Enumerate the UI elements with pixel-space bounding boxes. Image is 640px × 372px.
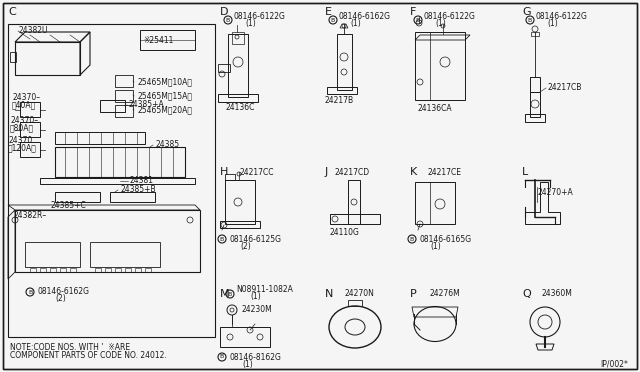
Bar	[8, 24, 215, 337]
Text: 24270+A: 24270+A	[538, 187, 573, 196]
Text: B: B	[528, 17, 532, 22]
Text: (1): (1)	[547, 19, 557, 28]
Bar	[115, 105, 133, 117]
Text: COMPONENT PARTS OF CODE NO. 24012.: COMPONENT PARTS OF CODE NO. 24012.	[10, 350, 167, 359]
Text: B: B	[416, 17, 420, 22]
Text: 24385: 24385	[155, 140, 179, 148]
Text: F: F	[410, 7, 417, 17]
Text: D: D	[220, 7, 228, 17]
Text: N: N	[325, 289, 333, 299]
Text: 〰80A〱: 〰80A〱	[10, 124, 34, 132]
Text: N08911-1082A: N08911-1082A	[236, 285, 293, 295]
Text: 24381: 24381	[130, 176, 154, 185]
Text: 24370–: 24370–	[12, 93, 40, 102]
Text: (1): (1)	[350, 19, 361, 28]
Text: 24385+C: 24385+C	[50, 201, 86, 209]
Text: 24382U: 24382U	[18, 26, 47, 35]
Text: 24217B: 24217B	[325, 96, 354, 105]
Text: IP/002*: IP/002*	[600, 359, 628, 369]
Text: 24385+A: 24385+A	[128, 99, 164, 109]
Text: 24217CD: 24217CD	[335, 167, 370, 176]
Text: G: G	[522, 7, 531, 17]
Text: (1): (1)	[435, 19, 445, 28]
Text: 08146-6162G: 08146-6162G	[339, 12, 391, 20]
Text: 〰120A〱: 〰120A〱	[8, 144, 37, 153]
Text: 08146-6165G: 08146-6165G	[420, 234, 472, 244]
Text: 24360M: 24360M	[542, 289, 573, 298]
Text: 08146-6122G: 08146-6122G	[234, 12, 286, 20]
Text: B: B	[410, 237, 414, 241]
Text: 24385+B: 24385+B	[120, 185, 156, 193]
Text: NOTE:CODE NOS. WITH ’  ※ARE: NOTE:CODE NOS. WITH ’ ※ARE	[10, 343, 130, 352]
Text: B: B	[226, 17, 230, 22]
Text: (2): (2)	[240, 243, 251, 251]
Text: C: C	[8, 7, 16, 17]
Text: 〰40A〱: 〰40A〱	[12, 100, 36, 109]
Bar	[115, 90, 133, 102]
Text: 25465M【10A】: 25465M【10A】	[138, 77, 193, 87]
Text: L: L	[522, 167, 528, 177]
Text: 08146-8162G: 08146-8162G	[230, 353, 282, 362]
Text: 24270N: 24270N	[345, 289, 375, 298]
Text: (1): (1)	[250, 292, 260, 301]
Text: K: K	[410, 167, 417, 177]
Text: 08146-6122G: 08146-6122G	[536, 12, 588, 20]
Text: 24370–: 24370–	[10, 115, 38, 125]
Text: 24217CC: 24217CC	[240, 167, 275, 176]
Text: H: H	[220, 167, 228, 177]
Text: 24217CE: 24217CE	[428, 167, 462, 176]
Text: 08146-6125G: 08146-6125G	[230, 234, 282, 244]
Text: E: E	[325, 7, 332, 17]
Text: 24370: 24370	[8, 135, 32, 144]
Text: Q: Q	[522, 289, 531, 299]
Text: 25465M【15A】: 25465M【15A】	[138, 92, 193, 100]
Text: B: B	[331, 17, 335, 22]
Text: (2): (2)	[55, 295, 66, 304]
Text: B: B	[220, 355, 224, 359]
Text: (1): (1)	[430, 243, 441, 251]
Text: B: B	[228, 292, 232, 296]
Text: J: J	[325, 167, 328, 177]
Text: 24110G: 24110G	[330, 228, 360, 237]
Bar	[140, 30, 195, 50]
Text: 24230M: 24230M	[242, 305, 273, 314]
Text: P: P	[410, 289, 417, 299]
Bar	[115, 75, 133, 87]
Text: B: B	[28, 289, 32, 295]
Text: 25465M【20A】: 25465M【20A】	[138, 106, 193, 115]
Text: (1): (1)	[245, 19, 256, 28]
Text: B: B	[220, 237, 224, 241]
Text: 24382R–: 24382R–	[13, 211, 46, 219]
Text: M: M	[220, 289, 230, 299]
Text: (1): (1)	[242, 359, 253, 369]
Text: 24276M: 24276M	[430, 289, 461, 298]
Text: 08146-6122G: 08146-6122G	[424, 12, 476, 20]
Text: 08146-6162G: 08146-6162G	[37, 288, 89, 296]
Text: 24136C: 24136C	[225, 103, 254, 112]
Text: ※25411: ※25411	[143, 35, 173, 45]
Text: 24217CB: 24217CB	[548, 83, 582, 92]
Text: 24136CA: 24136CA	[418, 103, 452, 112]
